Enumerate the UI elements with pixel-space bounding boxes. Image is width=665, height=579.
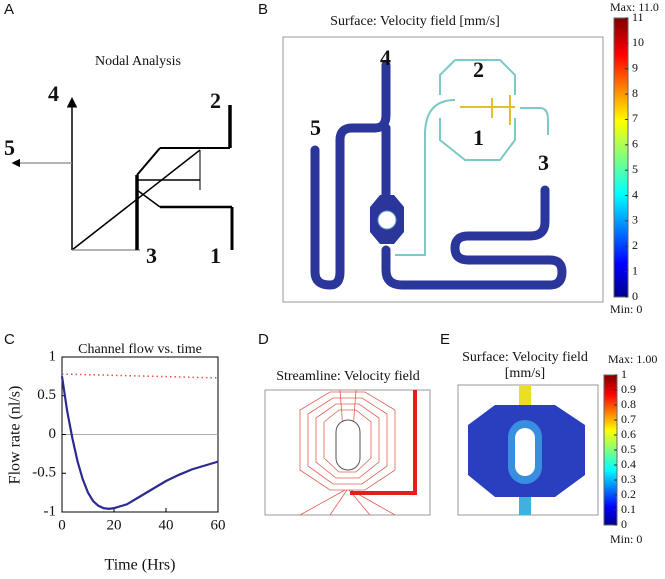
colorbar-min: Min: 0 (610, 302, 642, 316)
colorbar-tick-label: 3 (632, 213, 638, 227)
channels (310, 60, 567, 290)
panel-b: B Surface: Velocity field [mm/s] 4 2 5 1… (258, 0, 659, 316)
junction (460, 95, 515, 125)
network (11, 97, 234, 251)
channels-thin (395, 59, 549, 256)
panel-title: Surface: Velocity field (462, 350, 588, 365)
y-tick-label: -0.5 (32, 465, 56, 481)
colorbar-tick-label: 0 (621, 517, 627, 531)
panel-c: C Channel flow vs. time Time (Hrs) Flow … (4, 331, 202, 574)
colorbar-max: Max: 1.00 (608, 352, 657, 366)
colorbar-tick-label: 0.4 (621, 457, 636, 471)
colorbar-min: Min: 0 (610, 532, 642, 546)
panel-e: E Surface: Velocity field [mm/s] Max: 1.… (440, 331, 657, 546)
panel-a: A Nodal Analysis 4 2 5 3 1 (4, 1, 234, 268)
panel-letter: C (4, 331, 15, 348)
colorbar-tick-label: 5 (632, 162, 638, 176)
colorbar-tick-label: 1 (632, 263, 638, 277)
colorbar-tick-label: 0.3 (621, 472, 636, 486)
colorbar-tick-label: 0.1 (621, 502, 636, 516)
inlet (519, 385, 531, 407)
colorbar-tick-label: 2 (632, 238, 638, 252)
colorbar-tick-label: 7 (632, 111, 638, 125)
colorbar-tick-label: 11 (632, 10, 644, 24)
y-tick-label: 0.5 (37, 387, 56, 403)
colorbar-max: Max: 11.0 (610, 0, 659, 14)
panel-letter: D (258, 331, 269, 348)
colorbar-tick-label: 10 (632, 35, 644, 49)
node-label: 2 (473, 57, 484, 82)
colorbar (613, 17, 629, 298)
post (335, 419, 361, 471)
chart-title: Channel flow vs. time (78, 342, 202, 357)
y-tick-label: 0 (49, 426, 57, 442)
node-label: 5 (310, 115, 321, 140)
panel-title: Surface: Velocity field [mm/s] (330, 14, 500, 29)
colorbar-tick-label: 4 (632, 187, 638, 201)
chamber-hole (377, 210, 397, 230)
panel-d: D Streamline: Velocity field (258, 331, 431, 516)
colorbar-tick-label: 0.7 (621, 412, 636, 426)
panel-letter: A (4, 1, 14, 18)
panel-title: Streamline: Velocity field (276, 369, 420, 384)
colorbar-tick-label: 9 (632, 60, 638, 74)
node-label: 1 (210, 243, 221, 268)
colorbar-tick-label: 0.2 (621, 487, 636, 501)
panel-letter: B (258, 1, 268, 18)
panel-letter: E (440, 331, 450, 348)
node-label: 4 (48, 81, 59, 106)
post (515, 428, 535, 476)
colorbar-tick-label: 0.6 (621, 427, 636, 441)
x-tick-label: 40 (159, 517, 174, 533)
colorbar-tick-label: 6 (632, 137, 638, 151)
outlet (519, 495, 531, 515)
series-line (60, 376, 219, 511)
colorbar-tick-label: 1 (621, 367, 627, 381)
node-label: 1 (473, 125, 484, 150)
colorbar-tick-label: 0 (632, 289, 638, 303)
colorbar-tick-label: 0.5 (621, 442, 636, 456)
y-tick-label: 1 (49, 348, 57, 364)
x-axis-label: Time (Hrs) (105, 557, 176, 574)
node-label: 3 (538, 150, 549, 175)
x-tick-label: 20 (107, 517, 122, 533)
node-label: 3 (146, 243, 157, 268)
x-tick-label: 0 (58, 517, 66, 533)
panel-title: [mm/s] (505, 366, 545, 381)
colorbar-tick-label: 0.9 (621, 382, 636, 396)
node-label: 5 (4, 135, 15, 160)
node-label: 2 (210, 88, 221, 113)
y-tick-label: -1 (44, 503, 57, 519)
colorbar-tick-label: 8 (632, 86, 638, 100)
series-line (61, 373, 219, 379)
x-tick-label: 60 (211, 517, 226, 533)
node-label: 4 (380, 45, 391, 70)
colorbar-tick-label: 0.8 (621, 397, 636, 411)
panel-title: Nodal Analysis (95, 54, 181, 69)
inlet-stream (350, 390, 417, 495)
y-axis-label: Flow rate (nl/s) (7, 386, 24, 485)
